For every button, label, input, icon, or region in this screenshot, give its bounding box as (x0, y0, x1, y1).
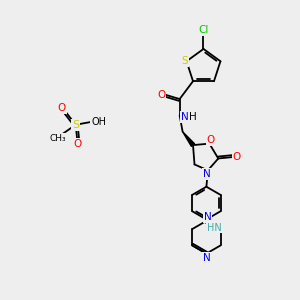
Text: N: N (202, 169, 210, 179)
Text: S: S (72, 120, 79, 130)
Text: O: O (232, 152, 241, 162)
Text: O: O (58, 103, 66, 113)
Polygon shape (183, 132, 195, 146)
Text: N: N (204, 212, 212, 222)
Text: HN: HN (207, 223, 221, 232)
Text: O: O (157, 90, 165, 100)
Text: O: O (206, 135, 215, 145)
Text: H: H (189, 112, 197, 122)
Text: CH₃: CH₃ (50, 134, 66, 142)
Text: Cl: Cl (198, 25, 209, 35)
Text: S: S (182, 56, 188, 66)
Text: O: O (73, 139, 81, 149)
Text: N: N (202, 253, 210, 263)
Text: OH: OH (91, 117, 106, 127)
Text: N: N (181, 112, 189, 122)
